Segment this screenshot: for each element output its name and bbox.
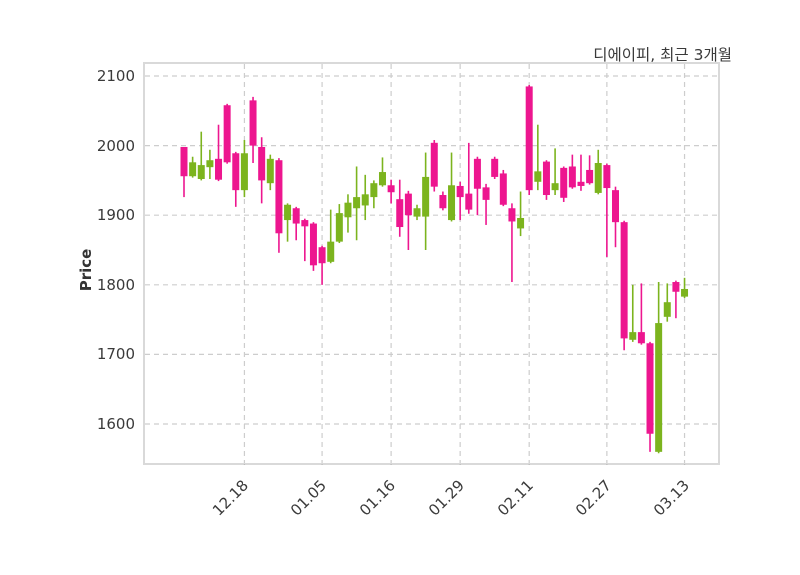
candle-body-down (473, 158, 481, 189)
candle-body-down (258, 146, 266, 181)
candle-body-up (594, 163, 602, 193)
x-tick-label: 12.18 (209, 476, 253, 520)
plot-border (143, 62, 720, 465)
candle-body-down (499, 173, 507, 205)
candle-body-up (284, 204, 292, 221)
candle-body-down (525, 86, 533, 191)
candle-body-down (637, 332, 645, 344)
x-tick-label: 02.27 (571, 476, 615, 520)
candle-body-up (344, 202, 352, 218)
candle-body-up (681, 288, 689, 297)
candle-body-down (396, 199, 404, 228)
candle-body-down (180, 146, 188, 177)
chart-title: 디에이피, 최근 3개월 (593, 46, 732, 64)
candle-body-up (655, 323, 663, 452)
candle-body-up (189, 162, 197, 177)
x-tick-label: 02.11 (494, 476, 538, 520)
candle-body-down (456, 185, 464, 198)
candle-body-down (430, 142, 438, 187)
candle-body-up (266, 158, 274, 184)
candle-body-down (508, 208, 516, 222)
candle-body-up (197, 165, 205, 180)
candle-body-down (215, 158, 223, 180)
candle-body-up (378, 172, 386, 186)
candle-body-up (663, 302, 671, 317)
candle-body-up (335, 213, 343, 242)
candle-body-up (551, 183, 559, 191)
candle-body-up (240, 153, 248, 191)
candle-body-down (232, 153, 240, 191)
candle-body-up (629, 332, 637, 340)
candle-body-down (491, 158, 499, 177)
x-tick-label: 03.13 (649, 476, 693, 520)
candle-body-down (318, 247, 326, 264)
candle-body-down (542, 161, 550, 196)
candle-body-down (560, 167, 568, 198)
candle-body-up (422, 176, 430, 217)
y-tick-label: 2000 (96, 136, 135, 155)
candle-body-up (353, 197, 361, 209)
candle-body-down (482, 187, 490, 200)
candle-body-up (413, 208, 421, 217)
candle-body-down (577, 181, 585, 186)
x-tick-label: 01.16 (356, 476, 400, 520)
candle-body-down (292, 208, 300, 224)
candle-body-down (612, 190, 619, 223)
candle-body-down (387, 185, 395, 193)
candle-body-down (646, 343, 654, 434)
candle-body-down (603, 165, 611, 189)
y-tick-label: 1800 (96, 275, 135, 294)
plot-area (143, 62, 720, 465)
candle-body-down (465, 193, 473, 210)
candle-body-down (620, 222, 628, 339)
candle-body-down (301, 220, 309, 227)
x-tick-label: 01.29 (425, 476, 469, 520)
candle-body-down (309, 223, 317, 266)
candle-body-up (206, 160, 214, 168)
candle-body-down (439, 195, 447, 209)
candle-body-up (448, 185, 456, 221)
candle-body-up (327, 241, 335, 262)
y-tick-label: 1900 (96, 206, 135, 225)
candle-body-up (361, 194, 369, 206)
candle-body-down (223, 105, 231, 163)
y-tick-label: 2100 (96, 67, 135, 85)
y-tick-label: 1600 (96, 415, 135, 433)
y-tick-label: 1700 (96, 345, 135, 364)
x-tick-label: 01.05 (286, 476, 331, 520)
candle-body-down (672, 282, 680, 292)
candle-body-up (370, 183, 378, 198)
candle-body-up (534, 171, 542, 182)
candle-body-down (249, 100, 257, 146)
candle-body-down (568, 166, 576, 188)
candle-body-up (517, 217, 525, 229)
candle-body-down (275, 160, 283, 234)
candle-body-down (586, 169, 594, 184)
candle-body-down (404, 193, 412, 216)
